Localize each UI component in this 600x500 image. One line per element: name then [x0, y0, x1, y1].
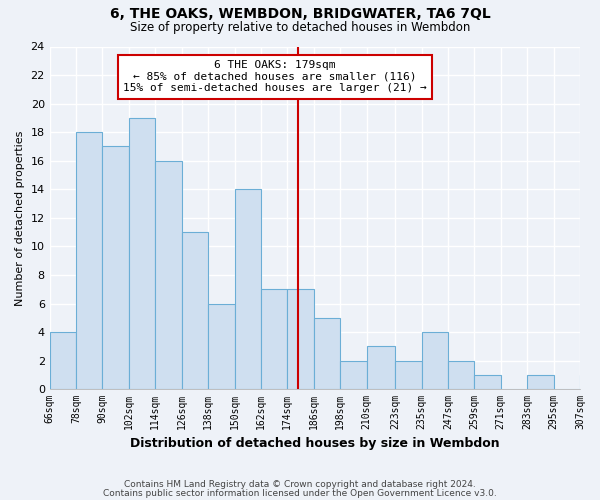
Text: 6, THE OAKS, WEMBDON, BRIDGWATER, TA6 7QL: 6, THE OAKS, WEMBDON, BRIDGWATER, TA6 7Q…	[110, 8, 490, 22]
Bar	[182, 232, 208, 389]
Bar	[395, 360, 422, 389]
Bar	[448, 360, 475, 389]
Bar	[367, 346, 395, 389]
Bar	[235, 190, 261, 389]
Bar	[314, 318, 340, 389]
Bar	[261, 290, 287, 389]
Bar	[129, 118, 155, 389]
X-axis label: Distribution of detached houses by size in Wembdon: Distribution of detached houses by size …	[130, 437, 500, 450]
Y-axis label: Number of detached properties: Number of detached properties	[15, 130, 25, 306]
Bar	[340, 360, 367, 389]
Bar	[475, 375, 501, 389]
Text: 6 THE OAKS: 179sqm
← 85% of detached houses are smaller (116)
15% of semi-detach: 6 THE OAKS: 179sqm ← 85% of detached hou…	[123, 60, 427, 94]
Bar	[287, 290, 314, 389]
Bar	[155, 161, 182, 389]
Bar	[580, 375, 600, 389]
Bar	[76, 132, 103, 389]
Bar	[50, 332, 76, 389]
Bar	[103, 146, 129, 389]
Text: Size of property relative to detached houses in Wembdon: Size of property relative to detached ho…	[130, 21, 470, 34]
Text: Contains HM Land Registry data © Crown copyright and database right 2024.: Contains HM Land Registry data © Crown c…	[124, 480, 476, 489]
Bar	[422, 332, 448, 389]
Bar	[527, 375, 554, 389]
Text: Contains public sector information licensed under the Open Government Licence v3: Contains public sector information licen…	[103, 488, 497, 498]
Bar	[208, 304, 235, 389]
